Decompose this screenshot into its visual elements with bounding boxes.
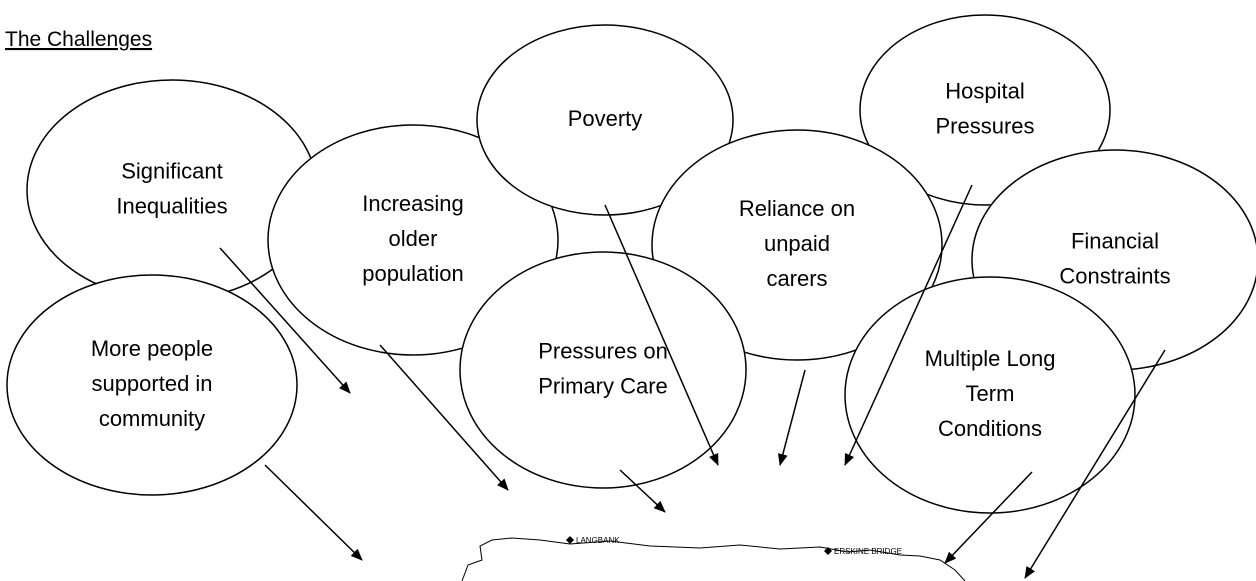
node-label: Term <box>966 381 1015 406</box>
map-label: LANGBANK <box>576 536 620 545</box>
challenge-node: Hospital Pressures <box>859 14 1111 206</box>
map-marker <box>566 536 574 544</box>
arrow <box>944 471 1033 564</box>
node-label: Hospital <box>945 78 1024 103</box>
arrow <box>619 469 666 513</box>
arrow <box>379 344 509 491</box>
node-label: unpaid <box>764 231 830 256</box>
arrow <box>844 184 973 466</box>
node-label: Conditions <box>938 416 1042 441</box>
arrow <box>1024 349 1166 579</box>
ellipse <box>476 24 734 216</box>
ellipse <box>6 274 298 496</box>
node-label: Inequalities <box>116 193 227 218</box>
node-label: population <box>362 261 464 286</box>
challenge-node: Increasing older population <box>267 124 559 356</box>
node-label: More people <box>91 336 213 361</box>
node-label: Primary Care <box>538 373 668 398</box>
challenge-node: More people supported in community <box>6 274 298 496</box>
node-label: Reliance on <box>739 196 855 221</box>
node-label: Financial <box>1071 228 1159 253</box>
ellipse <box>844 276 1136 514</box>
challenge-node: Reliance on unpaid carers <box>651 129 943 361</box>
arrow <box>219 247 351 394</box>
challenge-node: Pressures on Primary Care <box>459 251 747 489</box>
map-marker <box>824 547 832 555</box>
node-label: Pressures on <box>538 338 668 363</box>
node-label: older <box>389 226 438 251</box>
node-label: Constraints <box>1059 263 1170 288</box>
ellipse <box>459 251 747 489</box>
node-label: supported in <box>91 371 212 396</box>
map-label: ERSKINE BRIDGE <box>834 547 902 556</box>
node-label: Significant <box>121 158 223 183</box>
ellipse <box>267 124 559 356</box>
node-label: community <box>99 406 205 431</box>
arrow <box>777 369 806 466</box>
node-label: Poverty <box>568 106 643 131</box>
ellipse <box>859 14 1111 206</box>
challenge-node: Multiple Long Term Conditions <box>844 276 1136 514</box>
challenge-node: Significant Inequalities <box>26 79 318 301</box>
node-label: Multiple Long <box>925 346 1056 371</box>
arrow <box>604 204 719 466</box>
ellipse <box>651 129 943 361</box>
map-outline <box>461 537 966 581</box>
node-label: carers <box>766 266 827 291</box>
nodes: Significant Inequalities Increasing older po… <box>6 14 1256 514</box>
arrows <box>219 184 1166 579</box>
challenge-node: Poverty <box>476 24 734 216</box>
node-label: Increasing <box>362 191 464 216</box>
arrow <box>264 464 363 561</box>
title: The Challenges <box>5 28 152 51</box>
node-label: Pressures <box>935 113 1034 138</box>
